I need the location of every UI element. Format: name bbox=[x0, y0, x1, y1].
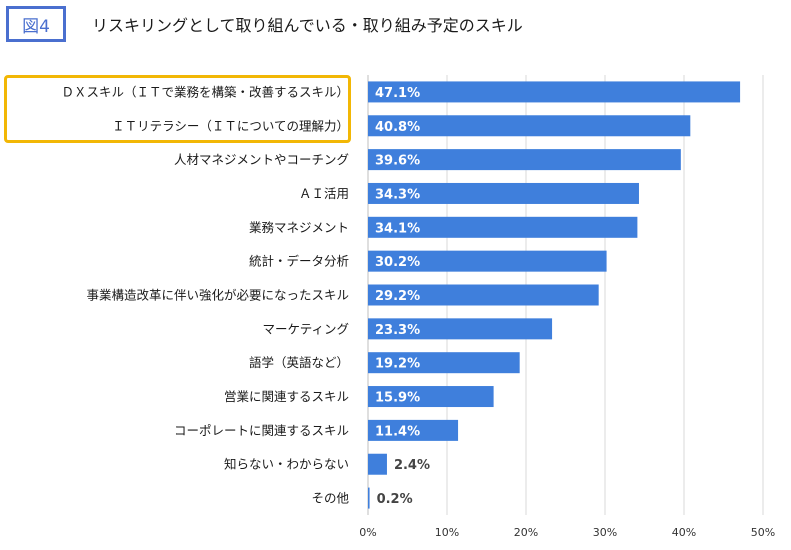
value-label: 34.3% bbox=[375, 187, 420, 202]
bar bbox=[368, 149, 681, 171]
figure-badge: 図4 bbox=[6, 6, 66, 42]
bar bbox=[368, 284, 599, 306]
x-tick-labels: 0% 10% 20% 30% 40% 50% bbox=[359, 526, 775, 539]
bar bbox=[368, 182, 639, 204]
value-label: 15.9% bbox=[375, 391, 420, 406]
bar bbox=[368, 318, 553, 340]
category-label: 知らない・わからない bbox=[224, 457, 349, 472]
category-label: 営業に関連するスキル bbox=[224, 389, 349, 404]
bars bbox=[368, 81, 741, 509]
chart-title: リスキリングとして取り組んでいる・取り組み予定のスキル bbox=[92, 16, 523, 35]
value-label: 11.4% bbox=[375, 424, 420, 439]
category-label: コーポレートに関連するスキル bbox=[174, 423, 349, 438]
bar bbox=[368, 419, 459, 441]
x-tick-label: 30% bbox=[593, 526, 617, 539]
value-label: 30.2% bbox=[375, 255, 420, 270]
bar bbox=[368, 115, 691, 137]
category-label: ＤＸスキル（ＩＴで業務を構築・改善するスキル） bbox=[61, 84, 349, 99]
bar bbox=[368, 487, 370, 509]
value-label: 47.1% bbox=[375, 86, 420, 101]
bar bbox=[368, 81, 741, 103]
category-label: マーケティング bbox=[262, 321, 349, 336]
value-label: 34.1% bbox=[375, 221, 420, 236]
value-label: 23.3% bbox=[375, 323, 420, 338]
category-label: 業務マネジメント bbox=[249, 220, 349, 235]
category-label: 統計・データ分析 bbox=[249, 254, 349, 269]
value-label: 2.4% bbox=[394, 458, 430, 473]
bar bbox=[368, 250, 607, 272]
category-labels: ＤＸスキル（ＩＴで業務を構築・改善するスキル） ＩＴリテラシー（ＩＴについての理解… bbox=[61, 84, 349, 505]
value-label: 19.2% bbox=[375, 357, 420, 372]
x-tick-label: 0% bbox=[359, 526, 376, 539]
bar bbox=[368, 216, 638, 238]
x-tick-label: 20% bbox=[514, 526, 538, 539]
category-label: ＩＴリテラシー（ＩＴについての理解力） bbox=[112, 118, 349, 133]
value-label: 40.8% bbox=[375, 120, 420, 135]
category-label: その他 bbox=[311, 491, 349, 506]
x-tick-label: 50% bbox=[751, 526, 775, 539]
category-label: ＡＩ活用 bbox=[299, 186, 349, 201]
category-label: 事業構造改革に伴い強化が必要になったスキル bbox=[86, 288, 349, 303]
highlight-box bbox=[4, 75, 351, 143]
category-label: 人材マネジメントやコーチング bbox=[174, 152, 349, 167]
value-label: 0.2% bbox=[377, 492, 413, 507]
bar bbox=[368, 453, 387, 475]
x-tick-label: 10% bbox=[435, 526, 459, 539]
value-label: 39.6% bbox=[375, 154, 420, 169]
category-label: 語学（英語など） bbox=[249, 355, 349, 370]
bar bbox=[368, 386, 494, 408]
value-label: 29.2% bbox=[375, 289, 420, 304]
x-tick-label: 40% bbox=[672, 526, 696, 539]
value-labels: 47.1% 40.8% 39.6% 34.3% 34.1% 30.2% 29.2% 23.3%… bbox=[375, 86, 430, 507]
bar bbox=[368, 352, 520, 374]
